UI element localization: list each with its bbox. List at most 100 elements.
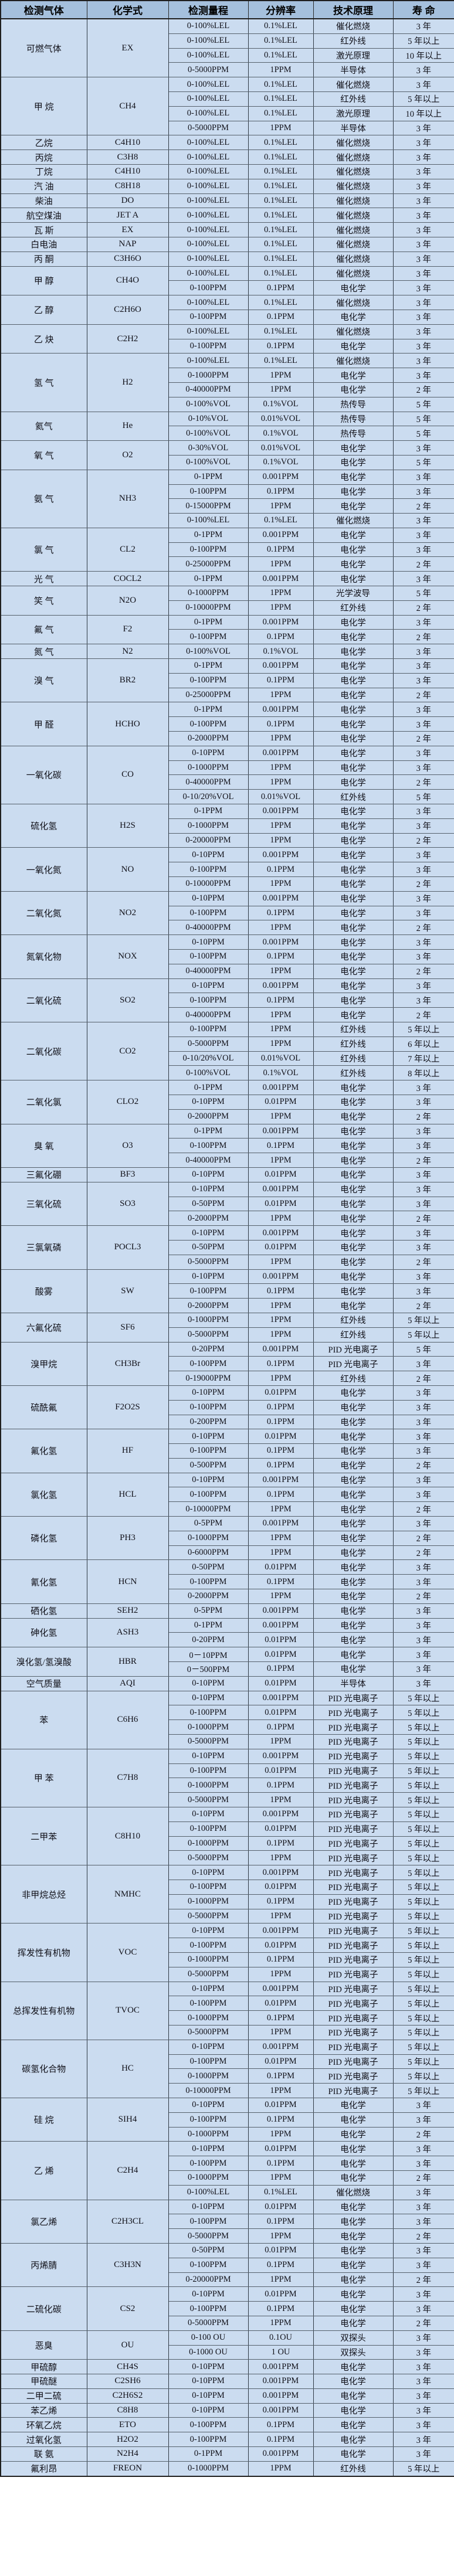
formula-cell: C2H3CL [86,2199,169,2244]
principle-cell: 电化学 [313,949,394,964]
range-cell: 0-1000 OU [168,2344,249,2360]
gas-name-cell: 二甲苯 [0,1807,87,1866]
range-cell: 0-50PPM [168,1239,249,1255]
table-row: 三氟化硼 BF3 0-10PPM 0.01PPM 电化学 3 年 [0,1167,454,1182]
gas-name-cell: 丁烷 [0,164,87,179]
table-row: 二硫化碳 CS2 0-10PPM 0.01PPM 电化学 3 年 [0,2286,454,2331]
resolution-cell: 0.01PPM [248,1559,314,1575]
principle-cell: 电化学 [313,1559,394,1575]
range-cell: 0-10PPM [168,978,249,994]
principle-cell: PID 光电离子 [313,1778,394,1793]
principle-cell: 电化学 [313,963,394,979]
range-cell: 0-40000PPM [168,920,249,936]
range-cell: 0-10%VOL [168,411,249,427]
resolution-cell: 0.1PPM [248,2010,314,2026]
table-row: 0-20000PPM 1PPM 电化学 2 年 [1,2272,454,2288]
resolution-cell: 0.1%LEL [248,208,314,223]
range-cell: 0-100PPM [168,2054,249,2069]
principle-cell: 电化学 [313,1254,394,1270]
range-cell: 0-1PPM [168,658,249,674]
range-cell: 0-100%LEL [168,208,249,223]
gas-name-cell: 氯 气 [0,527,87,572]
table-row: 0-100%VOL 0.1%VOL 红外线 8 年以上 [1,1065,454,1081]
table-row: 0-40000PPM 1PPM 电化学 2 年 [1,920,454,936]
resolution-cell: 0.001PPM [248,1123,314,1139]
range-cell: 0-100%LEL [168,236,249,252]
principle-cell: 电化学 [313,469,394,485]
range-cell: 0-100%LEL [168,164,249,179]
resolution-cell: 0.001PPM [248,2039,314,2055]
lifespan-cell: 3 年 [392,2301,454,2316]
gas-name-cell: 氟利昂 [0,2461,87,2477]
principle-cell: 电化学 [313,1472,394,1488]
principle-cell: 电化学 [313,2402,394,2418]
resolution-cell: 0.1%LEL [248,2184,314,2200]
principle-cell: 电化学 [313,2228,394,2244]
table-row: 氧 气 O2 0-30%VOL 0.01%VOL 电化学 3 年 [0,440,454,470]
gas-name-cell: 甲 醛 [0,702,87,746]
table-row: 氯乙烯 C2H3CL 0-10PPM 0.01PPM 电化学 3 年 [0,2199,454,2244]
range-cell: 0-100PPM [168,905,249,921]
range-cell: 0-100PPM [168,484,249,499]
gas-name-cell: 硫酰氟 [0,1385,87,1430]
principle-cell: 电化学 [313,920,394,936]
principle-cell: 红外线 [313,600,394,616]
range-cell: 0-1000PPM [168,586,249,601]
range-cell: 0-100PPM [168,672,249,688]
range-cell: 0-10PPM [168,1923,249,1939]
formula-cell: SO3 [86,1181,169,1226]
table-row: 二甲二硫 C2H6S2 0-10PPM 0.001PPM 电化学 3 年 [0,2388,454,2404]
table-row: 溴甲烷 CH3Br 0-20PPM 0.001PPM PID 光电离子 5 年 [0,1341,454,1386]
table-row: 联 氨 N2H4 0-1PPM 0.001PPM 电化学 3 年 [0,2446,454,2462]
table-row: 丙 酮 C3H6O 0-100%LEL 0.1%LEL 催化燃烧 3 年 [0,251,454,267]
principle-cell: PID 光电离子 [313,1966,394,1982]
principle-cell: 电化学 [313,309,394,325]
resolution-cell: 0.01PPM [248,1996,314,2011]
table-row: 0-5000PPM 1PPM 电化学 2 年 [1,2315,454,2331]
formula-cell: HF [86,1429,169,1473]
gas-table-body: 可燃气体 EX 0-100%LEL 0.1%LEL 催化燃烧 3 年 0-100%LEL 0.… [0,18,454,2477]
table-row: 0-1000PPM 1PPM 电化学 2 年 [1,2126,454,2142]
range-cell: 0-100PPM [168,1283,249,1299]
table-row: 0-100PPM 0.1PPM 电化学 3 年 [1,2257,454,2273]
resolution-cell: 0.001PPM [248,527,314,543]
principle-cell: 电化学 [313,1399,394,1415]
range-cell: 0-100%LEL [168,353,249,369]
range-cell: 0-100%LEL [168,513,249,528]
table-row: 氦气 He 0-10%VOL 0.01%VOL 热传导 5 年 [0,411,454,441]
principle-cell: 电化学 [313,527,394,543]
principle-cell: 电化学 [313,1385,394,1401]
resolution-cell: 0.001PPM [248,847,314,863]
principle-cell: 电化学 [313,2199,394,2215]
range-cell: 0-1000PPM [168,760,249,776]
table-row: 硫酰氟 F2O2S 0-10PPM 0.01PPM 电化学 3 年 [0,1385,454,1430]
table-row: 碳氢化合物 HC 0-10PPM 0.001PPM PID 光电离子 5 年以上 [0,2039,454,2098]
lifespan-cell: 3 年 [392,934,454,950]
principle-cell: 红外线 [313,1036,394,1052]
table-row: 氟化氢 HF 0-10PPM 0.01PPM 电化学 3 年 [0,1429,454,1473]
lifespan-cell: 3 年 [392,1094,454,1110]
range-cell: 0-100%LEL [168,33,249,49]
resolution-cell: 0.1PPM [248,1457,314,1473]
principle-cell: 热传导 [313,411,394,427]
range-cell: 0-100PPM [168,2417,249,2433]
principle-cell: 催化燃烧 [313,324,394,339]
table-row: 0-100PPM 0.1PPM 电化学 3 年 [1,949,454,964]
principle-cell: 热传导 [313,426,394,441]
table-row: 0-100PPM 0.1PPM 电化学 3 年 [1,1443,454,1459]
range-cell: 0-10PPM [168,2388,249,2404]
principle-cell: 催化燃烧 [313,208,394,223]
resolution-cell: 0.1PPM [248,542,314,558]
resolution-cell: 0.001PPM [248,1748,314,1764]
range-cell: 0-100PPM [168,1763,249,1779]
table-row: 甲 醛 HCHO 0-1PPM 0.001PPM 电化学 3 年 [0,702,454,746]
resolution-cell: 0.1%LEL [248,106,314,121]
principle-cell: 催化燃烧 [313,251,394,267]
principle-cell: 催化燃烧 [313,135,394,151]
formula-cell: C2H6O [86,295,169,325]
lifespan-cell: 3 年 [392,1123,454,1139]
gas-name-cell: 一氧化氮 [0,847,87,892]
resolution-cell: 1PPM [248,1530,314,1546]
formula-cell: HCL [86,1472,169,1517]
range-cell: 0-1PPM [168,702,249,718]
